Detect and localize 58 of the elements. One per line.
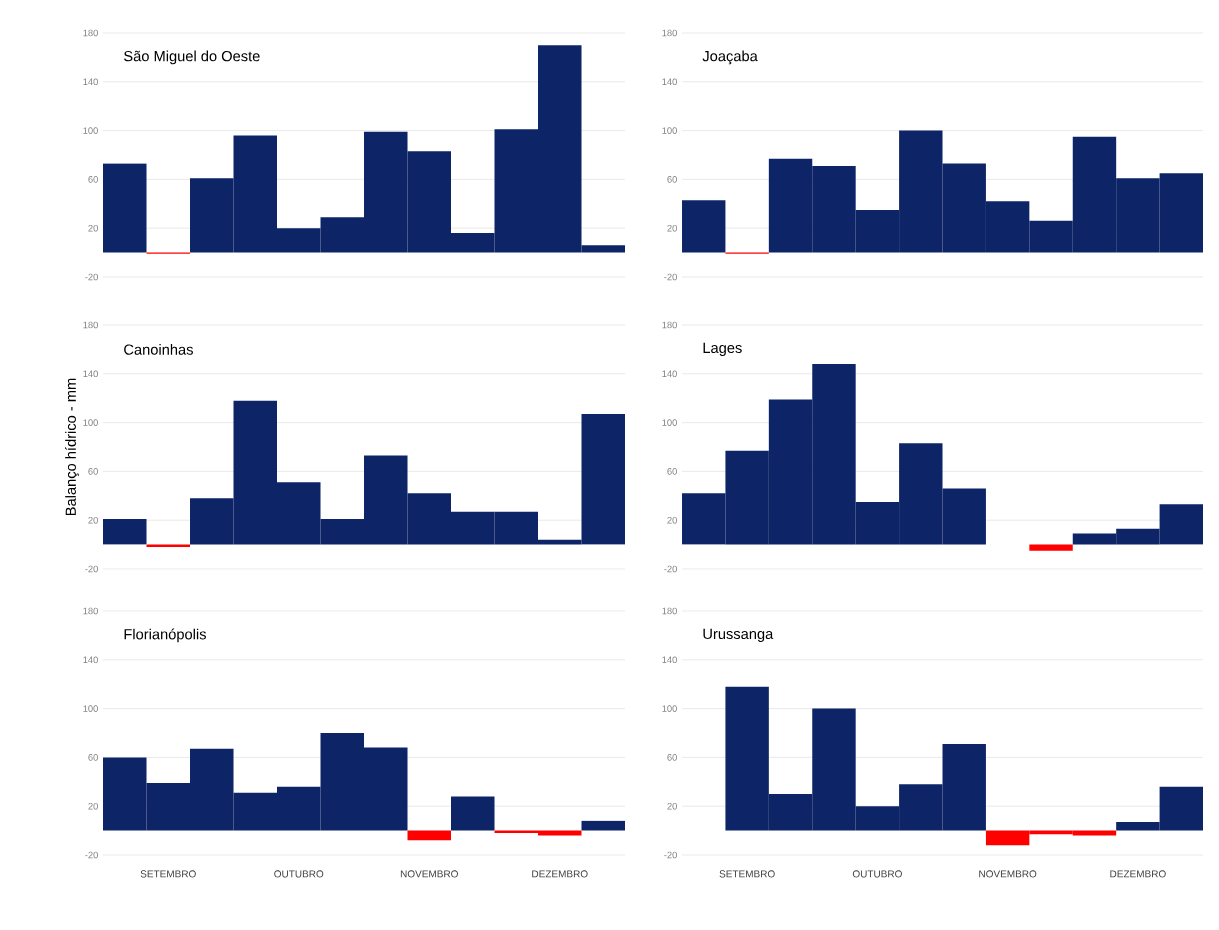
y-tick-label: 20 xyxy=(667,224,677,232)
y-tick-label: 100 xyxy=(662,127,677,134)
y-tick-label: 180 xyxy=(662,321,677,329)
y-tick-label: 60 xyxy=(88,176,98,183)
y-tick-label: 140 xyxy=(83,370,98,378)
bar xyxy=(581,820,626,831)
y-tick-label: -20 xyxy=(664,565,677,573)
x-tick-label: DEZEMBRO xyxy=(532,870,588,878)
text: Urussanga xyxy=(703,628,774,642)
y-tick-label: -20 xyxy=(85,851,98,859)
y-tick-label: -20 xyxy=(664,851,677,859)
y-tick-label: 180 xyxy=(662,29,677,37)
y-tick-label: 180 xyxy=(83,29,98,37)
y-tick-label: 60 xyxy=(667,754,677,761)
y-tick-label: 140 xyxy=(83,78,98,86)
y-tick-label: 100 xyxy=(83,419,98,426)
bar xyxy=(1029,544,1073,551)
y-tick-label: 180 xyxy=(83,321,98,329)
bar xyxy=(451,796,495,831)
x-tick-label: OUTUBRO xyxy=(852,870,902,878)
x-tick-label: NOVEMBRO xyxy=(400,870,458,878)
x-tick-label: DEZEMBRO xyxy=(1110,870,1166,878)
y-tick-label: 20 xyxy=(667,802,677,810)
x-tick-label: OUTUBRO xyxy=(274,870,324,878)
x-tick-label: NOVEMBRO xyxy=(979,870,1037,878)
bar xyxy=(103,518,147,545)
y-axis-title: Balanço hídrico - mm xyxy=(65,378,79,516)
y-tick-label: 140 xyxy=(662,656,677,664)
y-tick-label: 60 xyxy=(667,468,677,475)
x-tick-label: SETEMBRO xyxy=(140,870,196,878)
y-tick-label: -20 xyxy=(85,565,98,573)
y-tick-label: 100 xyxy=(83,127,98,134)
y-tick-label: 140 xyxy=(83,656,98,664)
x-tick-label: SETEMBRO xyxy=(719,870,775,878)
text: Florianópolis xyxy=(124,628,206,643)
y-tick-label: -20 xyxy=(85,273,98,281)
text: Canoinhas xyxy=(124,344,193,355)
y-tick-label: 100 xyxy=(662,419,677,426)
y-tick-label: 100 xyxy=(662,705,677,712)
text: Lages xyxy=(703,342,742,356)
text: São Miguel do Oeste xyxy=(124,50,260,65)
text: Joaçaba xyxy=(702,50,758,65)
y-tick-label: 20 xyxy=(667,516,677,524)
y-tick-label: 20 xyxy=(88,802,98,810)
y-tick-label: 60 xyxy=(88,468,98,475)
y-tick-label: 20 xyxy=(88,224,98,232)
y-tick-label: 140 xyxy=(662,78,677,86)
y-tick-label: -20 xyxy=(664,273,677,281)
bar xyxy=(407,830,452,841)
bar xyxy=(682,200,726,253)
y-tick-label: 140 xyxy=(662,370,677,378)
bar xyxy=(103,163,147,253)
y-tick-label: 180 xyxy=(83,607,98,615)
y-tick-label: 60 xyxy=(667,176,677,183)
y-tick-label: 100 xyxy=(83,705,98,712)
y-tick-label: 20 xyxy=(88,516,98,524)
y-tick-label: 60 xyxy=(88,754,98,761)
y-tick-label: 180 xyxy=(662,607,677,615)
